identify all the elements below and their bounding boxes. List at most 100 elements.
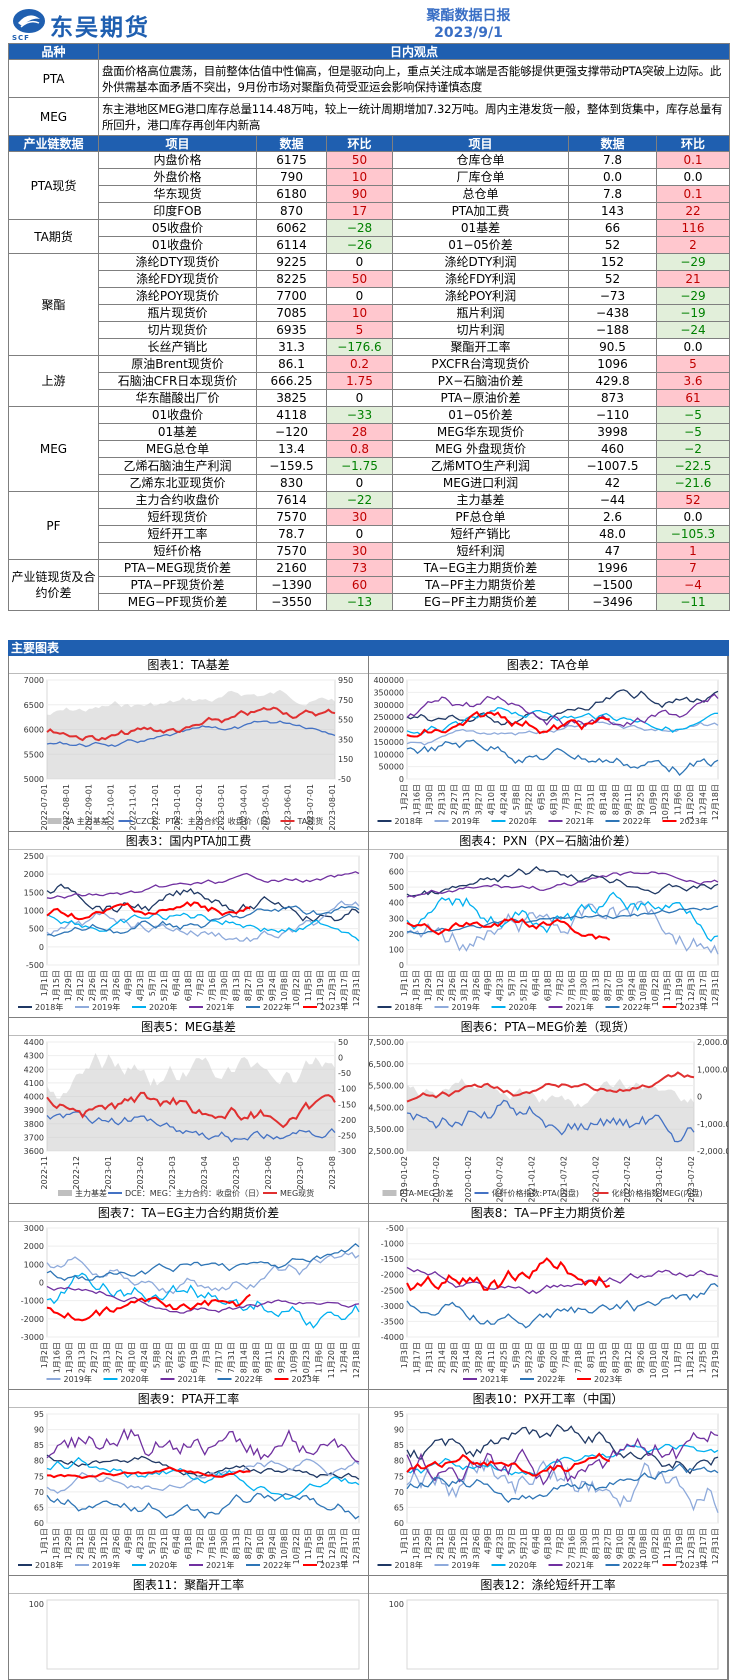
- x-tick-label: 2022-12-01: [151, 784, 160, 831]
- x-tick-label: 2023-04: [200, 1156, 209, 1189]
- data-value: −73: [568, 287, 657, 305]
- x-tick-label: 11月5日: [663, 1528, 672, 1559]
- item-label: PXCFR台湾现货价: [392, 355, 569, 373]
- series-area: [47, 1052, 335, 1151]
- x-tick-label: 9月11日: [265, 1342, 274, 1373]
- x-tick-label: 11月7日: [674, 1342, 683, 1373]
- chart-title: 图表11：聚酯开工率: [9, 1576, 368, 1594]
- chart-panel: 图表1：TA基差 7000 6500 6000 5500 5000 950 750 550 350…: [9, 656, 369, 832]
- x-tick-label: 8月13日: [232, 1528, 241, 1559]
- y-tick-label: -1000: [21, 1297, 44, 1306]
- y-tick-label: 100: [389, 1600, 404, 1609]
- change-value: 0: [326, 525, 393, 543]
- y-tick-label: 5000: [24, 775, 44, 784]
- y-tick-label: -3500: [381, 1317, 404, 1326]
- data-value: 7614: [256, 491, 327, 509]
- legend-label: 2021年: [566, 1560, 594, 1570]
- data-value: −1500: [568, 576, 657, 594]
- x-tick-label: 2022-01-02: [591, 1156, 600, 1203]
- change-value: 0: [326, 253, 393, 271]
- x-tick-label: 7月30日: [220, 970, 229, 1001]
- series-line: [406, 1443, 719, 1476]
- x-tick-label: 1月15日: [52, 1528, 61, 1559]
- x-tick-label: 2月12日: [76, 970, 85, 1001]
- y-tick-label: 90: [34, 1426, 44, 1435]
- y-tick-label: 5,500.00: [369, 1082, 404, 1091]
- table-header-cell: 环比: [656, 135, 730, 152]
- data-value: 7570: [256, 508, 327, 526]
- y-tick-label: 400: [389, 899, 404, 908]
- y-tick-label: 1000: [24, 1260, 44, 1269]
- x-tick-label: 1月17日: [412, 1342, 421, 1373]
- item-label: 内盘价格: [98, 151, 257, 169]
- table-header-cell: 项目: [392, 135, 569, 152]
- x-tick-label: 2023-04-01: [239, 784, 248, 831]
- data-value: −110: [568, 406, 657, 424]
- y2-tick-label: 1,000.00: [697, 1065, 728, 1074]
- x-tick-label: 8月13日: [591, 970, 600, 1001]
- x-tick-label: 5月7日: [508, 970, 517, 996]
- item-label: 05收盘价: [98, 219, 257, 237]
- x-tick-label: 2023-01-01: [173, 784, 182, 831]
- change-value: 52: [656, 491, 730, 509]
- x-tick-label: 2020-07-02: [496, 1156, 505, 1203]
- charts-grid: 图表1：TA基差 7000 6500 6000 5500 5000 950 750 550 350…: [8, 656, 729, 1680]
- data-value: 31.3: [256, 338, 327, 356]
- chart-title: 图表8：TA−PF主力期货价差: [369, 1204, 727, 1222]
- logo-subtext: SCF: [12, 34, 30, 42]
- x-tick-label: 8月29日: [611, 1342, 620, 1373]
- data-value: 6114: [256, 236, 327, 254]
- item-label: 仓库仓单: [392, 151, 569, 169]
- chart-panel: 图表5：MEG基差 4400 4300 4200 4100 4000 3900 3800 370…: [9, 1018, 369, 1204]
- x-tick-label: 5月23日: [524, 1342, 533, 1373]
- company-logo: SCF 东吴期货: [8, 6, 178, 42]
- x-tick-label: 2020-01-02: [464, 1156, 473, 1203]
- x-tick-label: 2022-11: [40, 1156, 49, 1189]
- x-tick-label: 2月12日: [436, 1528, 445, 1559]
- table-row: 01收盘价 6114 −26 01−05价差 52 2: [9, 236, 730, 254]
- item-label: 华东醋酸出厂价: [98, 389, 257, 407]
- x-tick-label: 7月4日: [562, 1342, 571, 1368]
- data-value: 8225: [256, 270, 327, 288]
- y2-tick-label: -50: [338, 775, 351, 784]
- legend-label: 2018年: [35, 1560, 63, 1570]
- y2-tick-label: 50: [338, 1038, 348, 1047]
- group-name: TA期货: [8, 219, 99, 254]
- change-value: −22.5: [656, 457, 730, 475]
- x-tick-label: 8月27日: [244, 1528, 253, 1559]
- x-tick-label: 2月13日: [437, 784, 446, 815]
- chart-panel: 图表12：涤纶短纤开工率 100: [369, 1576, 728, 1680]
- x-tick-label: 3月26日: [472, 1528, 481, 1559]
- y-tick-label: 0: [39, 943, 44, 952]
- data-value: 152: [568, 253, 657, 271]
- y2-tick-label: 550: [338, 716, 353, 725]
- x-tick-label: 3月26日: [472, 970, 481, 1001]
- change-value: −1.75: [326, 457, 393, 475]
- x-tick-label: 2月14日: [437, 1342, 446, 1373]
- change-value: −26: [326, 236, 393, 254]
- x-tick-label: 2月12日: [76, 1528, 85, 1559]
- x-tick-label: 5月7日: [148, 1528, 157, 1554]
- change-value: −29: [656, 253, 730, 271]
- change-value: −21.6: [656, 474, 730, 492]
- x-tick-label: 3月27日: [115, 1342, 124, 1373]
- x-tick-label: 5月9日: [512, 1342, 521, 1368]
- x-tick-label: 4月10日: [127, 1342, 136, 1373]
- y-tick-label: 60: [394, 1519, 404, 1528]
- data-value: 6062: [256, 219, 327, 237]
- plot-area: [46, 1599, 360, 1670]
- x-tick-label: 1月2日: [40, 1342, 49, 1368]
- y2-tick-label: 350: [338, 735, 353, 744]
- data-value: 52: [568, 270, 657, 288]
- item-label: MEG−PF现货价差: [98, 593, 257, 611]
- group-name: PF: [8, 491, 99, 560]
- series-line: [46, 1456, 360, 1500]
- item-label: 乙烯石脑油生产利润: [98, 457, 257, 475]
- y-tick-label: 3700: [24, 1133, 44, 1142]
- x-tick-label: 12月17日: [699, 970, 708, 1006]
- table-row: 上游 原油Brent现货价 86.1 0.2 PXCFR台湾现货价 1096 5: [8, 355, 730, 407]
- item-label: 短纤开工率: [98, 525, 257, 543]
- item-label: 01收盘价: [98, 406, 257, 424]
- item-label: 短纤产销比: [392, 525, 569, 543]
- x-tick-label: 12月31日: [352, 970, 361, 1006]
